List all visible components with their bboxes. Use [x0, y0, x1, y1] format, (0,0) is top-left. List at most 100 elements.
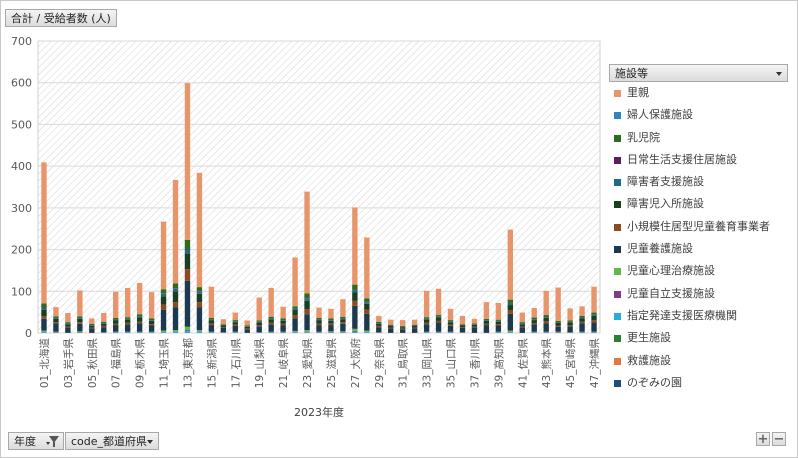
bar-segment: [316, 317, 322, 320]
bar-segment: [256, 321, 262, 323]
bar-segment: [567, 321, 573, 323]
bar-segment: [256, 325, 262, 327]
bar-segment: [555, 287, 561, 321]
x-tick-label: 25_滋賀県: [325, 338, 338, 389]
bar-segment: [184, 269, 191, 281]
bar-segment: [423, 319, 430, 323]
bar-segment: [148, 318, 155, 321]
bar-segment: [77, 331, 83, 333]
bar-segment: [579, 306, 585, 316]
bar-segment: [471, 318, 478, 324]
legend-swatch: [614, 268, 621, 276]
legend-label: 婦人保護施設: [627, 108, 693, 122]
legend-item: 小規模住居型児童養育事業者: [614, 220, 770, 242]
bar-segment: [304, 330, 310, 332]
bar-segment: [113, 325, 119, 332]
bar-segment: [232, 312, 238, 321]
bar-segment: [232, 324, 238, 326]
bar-segment: [519, 326, 525, 328]
year-filter-button[interactable]: 年度: [8, 432, 64, 450]
bar-segment: [184, 280, 191, 327]
bar-segment: [53, 307, 59, 317]
bar-segment: [328, 318, 334, 321]
bar-segment: [543, 317, 549, 318]
x-tick-label: 19_山梨県: [253, 338, 266, 389]
bar-segment: [280, 306, 286, 319]
legend-item: 婦人保護施設: [614, 108, 770, 130]
x-tick-label: 17_石川県: [230, 338, 242, 389]
legend-field-button[interactable]: 施設等: [609, 64, 788, 82]
legend-swatch: [614, 357, 621, 365]
bar-segment: [136, 323, 143, 332]
x-tick-label: 47_沖縄県: [588, 338, 601, 389]
bar-segment: [184, 83, 191, 240]
x-tick-label: 33_岡山県: [422, 338, 434, 389]
legend-field-label: 施設等: [615, 67, 648, 80]
legend-item: のぞみの園: [614, 376, 770, 398]
bar-segment: [507, 332, 514, 333]
bar-segment: [364, 302, 370, 304]
bar-segment: [268, 319, 274, 323]
bar-segment: [53, 316, 59, 318]
bar-segment: [148, 320, 155, 325]
bar-segment: [89, 325, 95, 326]
bar-segment: [208, 320, 215, 324]
bar-segment: [160, 289, 167, 294]
bar-segment: [280, 320, 286, 324]
bar-segment: [172, 307, 179, 331]
bar-segment: [340, 323, 346, 332]
bar-segment: [196, 330, 203, 332]
legend-item: 児童心理治療施設: [614, 264, 770, 286]
bar-segment: [364, 298, 370, 302]
x-tick-label: 01_北海道: [38, 338, 51, 389]
bar-segment: [376, 315, 382, 322]
bar-segment: [172, 288, 179, 292]
bar-segment: [519, 324, 525, 327]
bar-segment: [495, 319, 502, 321]
bar-segment: [352, 290, 358, 293]
bar-segment: [196, 293, 203, 303]
bar-segment: [136, 282, 143, 315]
bar-segment: [435, 288, 442, 316]
bar-segment: [567, 322, 573, 326]
prefecture-filter-button[interactable]: code_都道府県: [65, 432, 159, 450]
prefecture-filter-label: code_都道府県: [71, 435, 148, 448]
bar-segment: [184, 330, 191, 331]
x-tick-label: 03_岩手県: [62, 338, 75, 389]
bar-segment: [531, 317, 537, 320]
bar-segment: [507, 229, 514, 300]
bar-segment: [113, 317, 119, 320]
x-tick-label: 45_宮崎県: [564, 338, 577, 389]
bar-segment: [77, 322, 83, 324]
expand-field-button[interactable]: +: [756, 432, 770, 447]
bar-segment: [160, 296, 167, 305]
legend-label: 更生施設: [627, 331, 671, 345]
bar-segment: [495, 325, 502, 332]
bar-segment: [447, 322, 454, 325]
bar-segment: [579, 323, 585, 332]
legend-swatch: [614, 290, 621, 298]
collapse-field-button[interactable]: −: [772, 432, 786, 447]
bar-segment: [316, 320, 322, 324]
bar-segment: [77, 317, 83, 319]
value-field-button[interactable]: 合計 / 受給者数 (人): [5, 9, 117, 27]
bar-segment: [244, 326, 250, 329]
bar-segment: [340, 318, 346, 320]
bar-segment: [435, 322, 442, 332]
bar-segment: [567, 320, 573, 322]
bar-segment: [172, 179, 179, 284]
bar-segment: [148, 325, 155, 332]
y-tick-label: 600: [11, 77, 32, 90]
x-axis-ticks: 01_北海道 03_岩手県 05_秋田県 07_福島県 09_栃木県 11_埼玉県 13_東…: [38, 338, 601, 389]
bar-segment: [208, 319, 215, 321]
legend-item: 指定発達支援医療機関: [614, 309, 770, 331]
bar-segment: [447, 308, 454, 321]
bar-segment: [304, 314, 310, 331]
legend-swatch: [614, 379, 621, 387]
bar-segment: [77, 316, 83, 318]
bar-segment: [136, 316, 143, 318]
bar-segment: [328, 323, 334, 326]
bar-segment: [411, 325, 418, 328]
legend-label: 救護施設: [627, 353, 671, 367]
chevron-down-icon: [147, 440, 153, 444]
